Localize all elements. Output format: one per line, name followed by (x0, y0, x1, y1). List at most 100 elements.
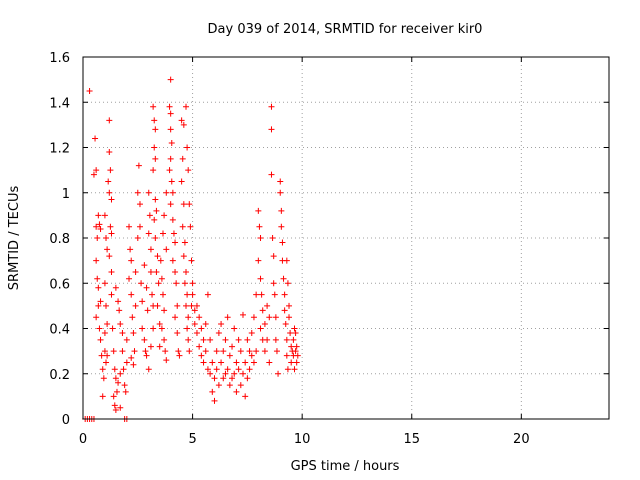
data-point (229, 343, 236, 350)
data-point (167, 126, 174, 133)
data-point (204, 291, 211, 298)
data-point (131, 348, 138, 355)
data-point (96, 325, 103, 332)
data-point (174, 330, 181, 337)
data-point (130, 330, 137, 337)
data-point (185, 167, 192, 174)
data-point (158, 325, 165, 332)
y-tick-label: 1.2 (49, 142, 70, 157)
data-point (191, 320, 198, 327)
data-point (189, 280, 196, 287)
data-point (189, 291, 196, 298)
data-point (103, 359, 110, 366)
data-point (185, 314, 192, 321)
data-point (168, 178, 175, 185)
data-point (96, 221, 103, 228)
data-point (104, 352, 111, 359)
data-point (273, 348, 280, 355)
data-point (272, 336, 279, 343)
data-point (106, 117, 113, 124)
data-point (101, 330, 108, 337)
x-tick-label: 0 (79, 432, 87, 447)
data-point (155, 280, 162, 287)
data-point (147, 343, 154, 350)
data-point (180, 201, 187, 208)
tick-labels: 0 5 10 15 20 0 0.2 0.4 0.6 0.8 1 1.2 1.4 1.6 (49, 51, 529, 447)
data-point (130, 361, 137, 368)
data-point (200, 359, 207, 366)
data-point (167, 155, 174, 162)
data-point (277, 178, 284, 185)
data-point (101, 280, 108, 287)
data-point (258, 291, 265, 298)
data-point (115, 298, 122, 305)
data-point (284, 280, 291, 287)
data-point (213, 366, 220, 373)
data-point (181, 239, 188, 246)
data-point (108, 268, 115, 275)
data-point (233, 388, 240, 395)
data-point (188, 302, 195, 309)
data-point (198, 352, 205, 359)
data-point (250, 359, 257, 366)
data-point (134, 189, 141, 196)
data-point (266, 314, 273, 321)
data-point (145, 230, 152, 237)
data-point (222, 336, 229, 343)
data-point (280, 275, 287, 282)
data-point (172, 268, 179, 275)
data-point (283, 336, 290, 343)
data-point (169, 257, 176, 264)
data-point (255, 207, 262, 214)
data-point (253, 291, 260, 298)
data-point (167, 201, 174, 208)
data-point (242, 393, 249, 400)
data-point (93, 167, 100, 174)
data-point (187, 223, 194, 230)
data-point (106, 253, 113, 260)
data-point (268, 126, 275, 133)
data-point (170, 230, 177, 237)
data-point (193, 330, 200, 337)
data-point (264, 336, 271, 343)
data-point (95, 284, 102, 291)
data-point (179, 223, 186, 230)
data-point (136, 201, 143, 208)
data-point (253, 348, 260, 355)
x-tick-label: 15 (403, 432, 420, 447)
y-tick-label: 0.2 (49, 368, 70, 383)
data-point (284, 366, 291, 373)
data-point (111, 402, 118, 409)
data-point (144, 307, 151, 314)
data-point (151, 216, 158, 223)
data-point (211, 397, 218, 404)
data-point (257, 325, 264, 332)
data-point (231, 325, 238, 332)
data-point (244, 375, 251, 382)
data-point (93, 314, 100, 321)
data-point (175, 348, 182, 355)
data-point (178, 178, 185, 185)
data-point (178, 117, 185, 124)
data-point (184, 325, 191, 332)
data-point (183, 302, 190, 309)
data-point (270, 280, 277, 287)
data-point (202, 348, 209, 355)
data-point (95, 302, 102, 309)
data-point (246, 348, 253, 355)
data-point (153, 207, 160, 214)
data-point (248, 352, 255, 359)
data-point (152, 235, 159, 241)
data-point (233, 359, 240, 366)
data-point (239, 311, 246, 318)
data-point (146, 212, 153, 219)
data-point (86, 87, 93, 94)
data-point (101, 212, 108, 219)
data-point (110, 348, 117, 355)
data-point (145, 189, 152, 196)
data-point (184, 291, 191, 298)
data-point (180, 121, 187, 128)
data-point (94, 275, 101, 282)
data-point (172, 239, 179, 246)
data-point (193, 302, 200, 309)
